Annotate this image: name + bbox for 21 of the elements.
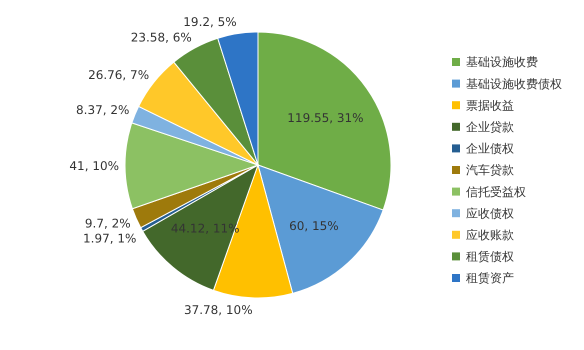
data-label: 19.2, 5% xyxy=(183,14,237,29)
legend-label: 租赁资产 xyxy=(466,271,514,286)
legend-label: 应收债权 xyxy=(466,206,514,220)
legend-label: 应收账款 xyxy=(466,228,514,242)
legend-label: 基础设施收费债权 xyxy=(466,76,562,91)
legend-label: 企业债权 xyxy=(466,142,514,156)
data-label: 26.76, 7% xyxy=(88,68,150,82)
legend-label: 基础设施收费 xyxy=(466,55,538,70)
data-label: 41, 10% xyxy=(69,159,120,174)
legend-label: 票据收益 xyxy=(466,98,514,112)
data-label: 37.78, 10% xyxy=(184,303,253,318)
data-label: 119.55, 31% xyxy=(287,110,364,125)
data-label: 60, 15% xyxy=(289,218,339,233)
data-label: 9.7, 2% xyxy=(84,216,131,230)
legend-label: 企业贷款 xyxy=(466,120,514,134)
data-label: 23.58, 6% xyxy=(130,30,192,45)
legend-label: 汽车贷款 xyxy=(466,163,514,178)
data-label: 1.97, 1% xyxy=(83,231,136,246)
data-label: 8.37, 2% xyxy=(76,103,130,118)
legend-label: 租赁债权 xyxy=(466,250,514,264)
legend-label: 信托受益权 xyxy=(466,184,526,199)
